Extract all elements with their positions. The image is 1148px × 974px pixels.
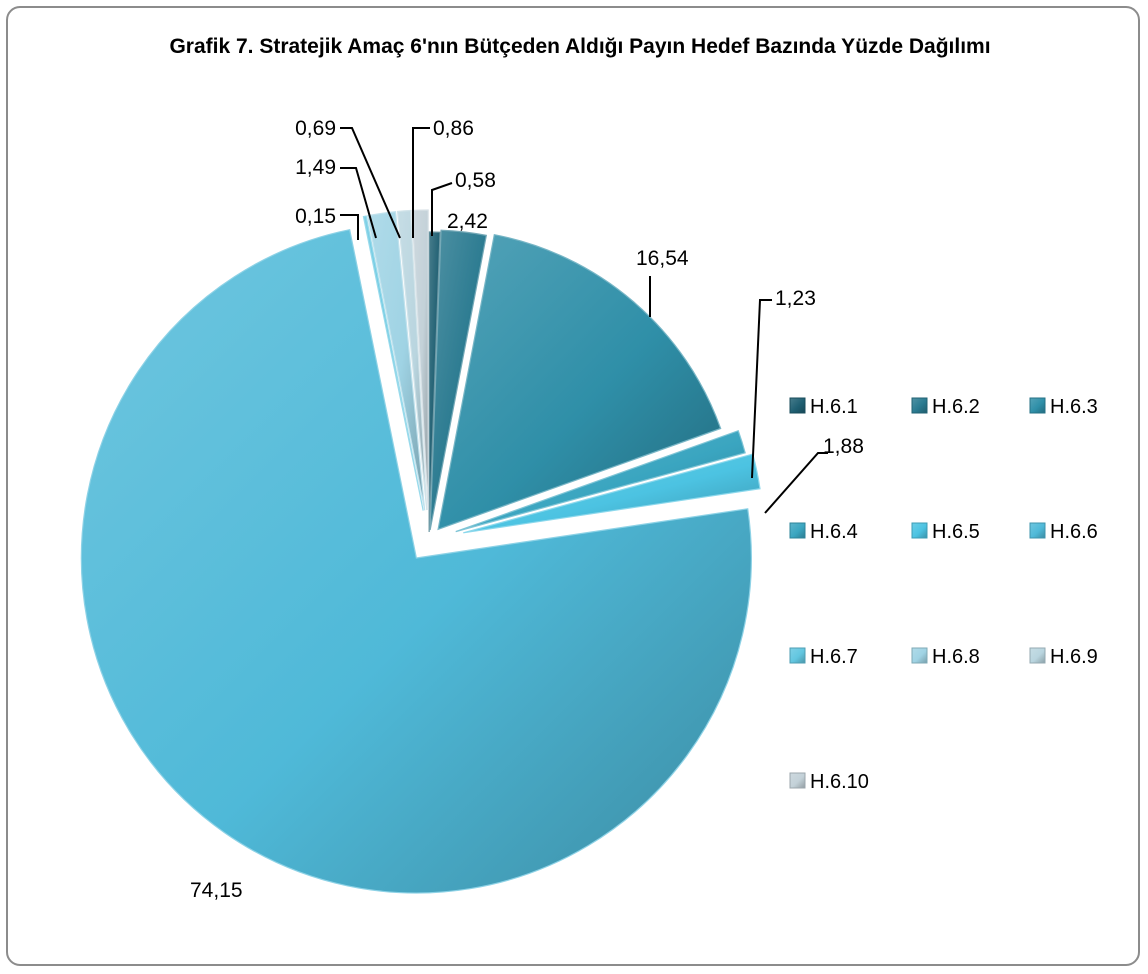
leader-line-9 (340, 127, 401, 239)
legend-item-9: H.6.9 (1029, 646, 1098, 668)
legend-item-10: H.6.10 (789, 771, 869, 793)
legend-swatch-9 (1029, 647, 1046, 664)
data-label-9: 0,69 (295, 117, 336, 140)
legend-item-6: H.6.6 (1029, 521, 1098, 543)
legend-swatch-3 (1029, 397, 1046, 414)
legend-item-8: H.6.8 (911, 646, 980, 668)
pie-slice-h-6-2 (429, 229, 488, 531)
legend-label-6: H.6.6 (1050, 521, 1098, 543)
legend-swatch-1 (789, 397, 806, 414)
legend-item-3: H.6.3 (1029, 396, 1098, 418)
pie-slice-h-6-3 (437, 233, 722, 531)
data-label-10: 0,86 (433, 117, 474, 140)
legend-item-7: H.6.7 (789, 646, 858, 668)
leader-line-7 (340, 214, 359, 240)
pie-slice-h-6-6 (80, 229, 752, 894)
legend-item-1: H.6.1 (789, 396, 858, 418)
legend-label-8: H.6.8 (932, 646, 980, 668)
pie-slice-h-6-4 (455, 429, 746, 533)
legend-item-4: H.6.4 (789, 521, 858, 543)
data-label-6: 74,15 (190, 879, 243, 902)
pie-slice-h-6-7 (362, 215, 424, 511)
legend-swatch-4 (789, 522, 806, 539)
legend-label-2: H.6.2 (932, 396, 980, 418)
legend-label-5: H.6.5 (932, 521, 980, 543)
data-label-5: 1,88 (823, 435, 864, 458)
legend-label-4: H.6.4 (810, 521, 858, 543)
pie-slice-h-6-9 (396, 209, 428, 511)
legend-swatch-5 (911, 522, 928, 539)
pie-slice-h-6-8 (367, 211, 426, 511)
legend-swatch-10 (789, 772, 806, 789)
legend-swatch-7 (789, 647, 806, 664)
data-label-3: 16,54 (636, 247, 689, 270)
legend-swatch-6 (1029, 522, 1046, 539)
leader-line-1 (431, 182, 453, 236)
data-label-4: 1,23 (775, 287, 816, 310)
leader-line-4 (751, 299, 772, 479)
legend-label-10: H.6.10 (810, 771, 869, 793)
leader-line-5 (764, 452, 828, 514)
legend-item-5: H.6.5 (911, 521, 980, 543)
data-label-1: 0,58 (455, 169, 496, 192)
legend-swatch-8 (911, 647, 928, 664)
legend-item-2: H.6.2 (911, 396, 980, 418)
data-label-2: 2,42 (447, 210, 488, 233)
legend-label-7: H.6.7 (810, 646, 858, 668)
leader-line-10 (412, 127, 430, 238)
data-label-8: 1,49 (295, 156, 336, 179)
legend-label-9: H.6.9 (1050, 646, 1098, 668)
legend-label-3: H.6.3 (1050, 396, 1098, 418)
pie-slice-h-6-1 (428, 231, 441, 533)
legend-swatch-2 (911, 397, 928, 414)
leader-line-8 (340, 167, 377, 239)
chart-title: Grafik 7. Stratejik Amaç 6'nın Bütçeden … (169, 35, 991, 58)
data-label-7: 0,15 (295, 205, 336, 228)
pie-slice-h-6-10 (411, 209, 429, 511)
legend-label-1: H.6.1 (810, 396, 858, 418)
